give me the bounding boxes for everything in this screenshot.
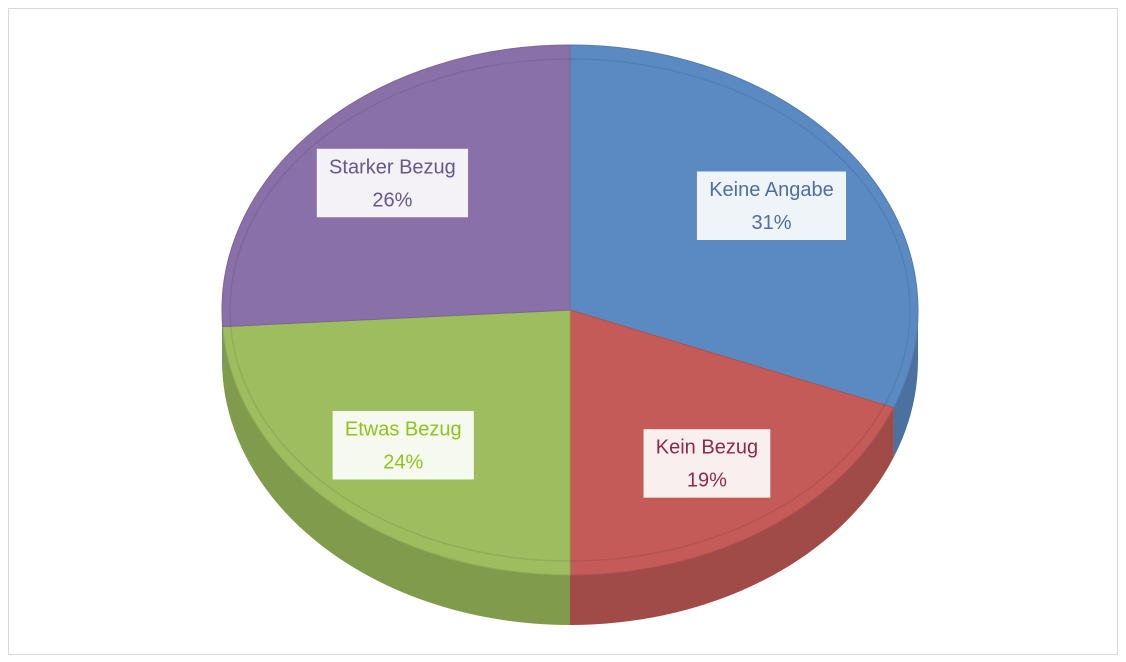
data-label: Etwas Bezug 24% (331, 409, 476, 481)
data-label-value: 31% (751, 212, 791, 234)
data-label: Starker Bezug 26% (315, 147, 470, 219)
data-label-category: Keine Angabe (709, 179, 834, 201)
data-label-value: 24% (383, 452, 423, 474)
data-label-category: Kein Bezug (656, 437, 758, 459)
slice-side (570, 407, 894, 625)
slice-side (893, 310, 918, 458)
data-label-box (695, 169, 848, 242)
pie-highlight (229, 58, 911, 562)
data-label: Keine Angabe 31% (695, 169, 848, 242)
data-label-category: Starker Bezug (329, 156, 456, 178)
data-label-value: 19% (687, 470, 727, 492)
data-label: Kein Bezug 19% (642, 427, 772, 500)
slice-side (222, 326, 570, 625)
data-label-box (642, 427, 772, 500)
data-label-box (331, 409, 476, 481)
data-label-value: 26% (372, 189, 412, 211)
data-label-box (315, 147, 470, 219)
data-label-category: Etwas Bezug (345, 419, 462, 441)
